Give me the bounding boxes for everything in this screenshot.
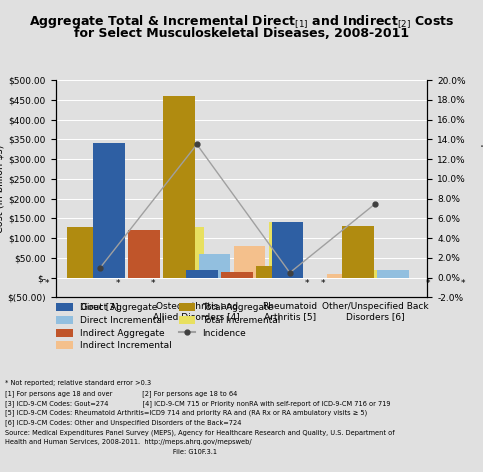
Bar <box>221 272 253 278</box>
Legend: Direct Aggregate, Direct Incremental, Indirect Aggregate, Indirect Incremental, : Direct Aggregate, Direct Incremental, In… <box>53 300 284 354</box>
Text: *: * <box>305 279 310 288</box>
Bar <box>128 230 160 278</box>
Text: Health and Human Services, 2008-2011.  http://meps.ahrq.gov/mepsweb/: Health and Human Services, 2008-2011. ht… <box>5 439 252 446</box>
Text: File: G10F.3.1: File: G10F.3.1 <box>5 449 217 455</box>
Text: Aggregate Total & Incremental Direct$_{[1]}$ and Indirect$_{[2]}$ Costs: Aggregate Total & Incremental Direct$_{[… <box>29 13 454 30</box>
Text: for Select Musculoskeletal Diseases, 2008-2011: for Select Musculoskeletal Diseases, 200… <box>74 26 409 40</box>
Text: *: * <box>426 279 430 288</box>
Bar <box>256 266 288 278</box>
Text: [6] ICD-9-CM Codes: Other and Unspecified Disorders of the Back=724: [6] ICD-9-CM Codes: Other and Unspecifie… <box>5 420 242 426</box>
Text: *: * <box>320 279 325 288</box>
Bar <box>67 227 99 278</box>
Y-axis label: % Population with Condition: % Population with Condition <box>480 120 483 258</box>
Bar <box>362 270 394 278</box>
Bar <box>269 222 300 278</box>
Bar <box>271 222 303 278</box>
Y-axis label: Cost (In billion $s): Cost (In billion $s) <box>0 144 4 233</box>
Bar <box>163 96 195 278</box>
Text: [3] ICD-9-CM Codes: Gout=274                [4] ICD-9-CM 715 or Priority nonRA w: [3] ICD-9-CM Codes: Gout=274 [4] ICD-9-C… <box>5 400 390 406</box>
Text: *: * <box>151 279 155 288</box>
Text: *: * <box>115 279 120 288</box>
Bar <box>199 254 230 278</box>
Text: *: * <box>461 279 466 288</box>
Bar <box>0 222 28 278</box>
Text: *: * <box>45 279 50 288</box>
Bar <box>172 227 204 278</box>
Bar <box>342 226 374 278</box>
Bar <box>327 274 358 278</box>
Text: Source: Medical Expenditures Panel Survey (MEPS), Agency for Healthcare Research: Source: Medical Expenditures Panel Surve… <box>5 430 395 436</box>
Text: * Not reported; relative standard error >0.3: * Not reported; relative standard error … <box>5 380 151 386</box>
Bar <box>234 246 266 278</box>
Bar <box>377 270 409 278</box>
Text: [1] For persons age 18 and over              [2] For persons age 18 to 64: [1] For persons age 18 and over [2] For … <box>5 390 237 396</box>
Bar <box>93 143 125 278</box>
Text: [5] ICD-9-CM Codes: Rheumatoid Arthritis=ICD9 714 and priority RA and (RA Rx or : [5] ICD-9-CM Codes: Rheumatoid Arthritis… <box>5 410 367 416</box>
Bar <box>186 270 218 278</box>
